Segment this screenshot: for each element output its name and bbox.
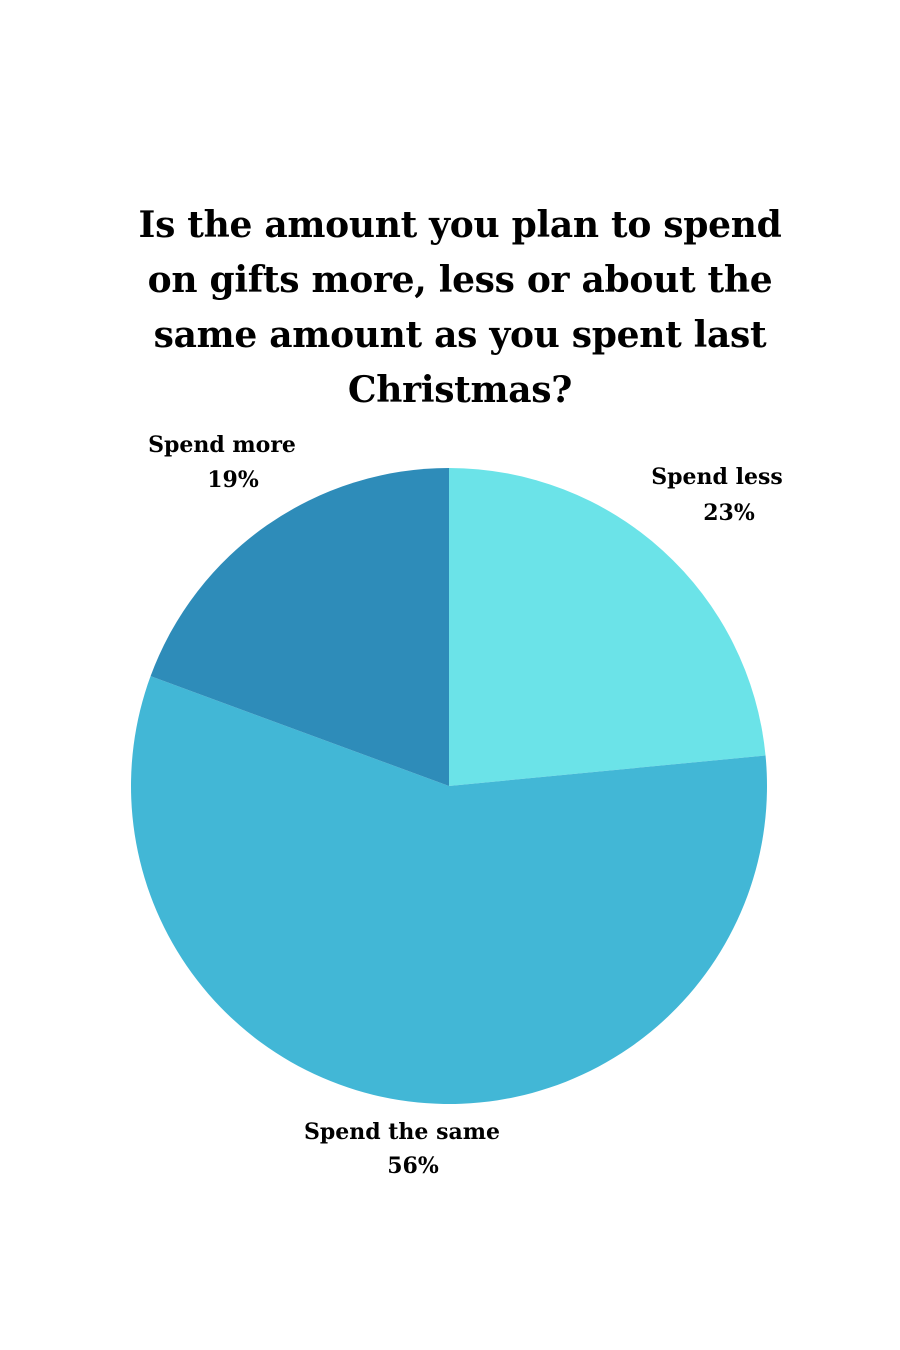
- pie-slice-spend-the-same: [131, 676, 767, 1104]
- chart-title: Is the amount you plan to spend on gifts…: [138, 204, 782, 411]
- pie-labels: Spend less 23% Spend the same 56% Spend more…: [148, 432, 783, 1179]
- slice-value-label: 56%: [387, 1153, 439, 1179]
- slice-value-label: 19%: [207, 467, 259, 493]
- pie-slice-spend-more: [150, 468, 449, 786]
- slice-label: Spend less: [651, 464, 782, 490]
- pie-slices: [131, 468, 767, 1104]
- slice-value-label: 23%: [703, 500, 755, 526]
- pie-slice-spend-less: [449, 468, 766, 786]
- slice-label: Spend more: [148, 432, 296, 458]
- slice-label: Spend the same: [304, 1119, 500, 1145]
